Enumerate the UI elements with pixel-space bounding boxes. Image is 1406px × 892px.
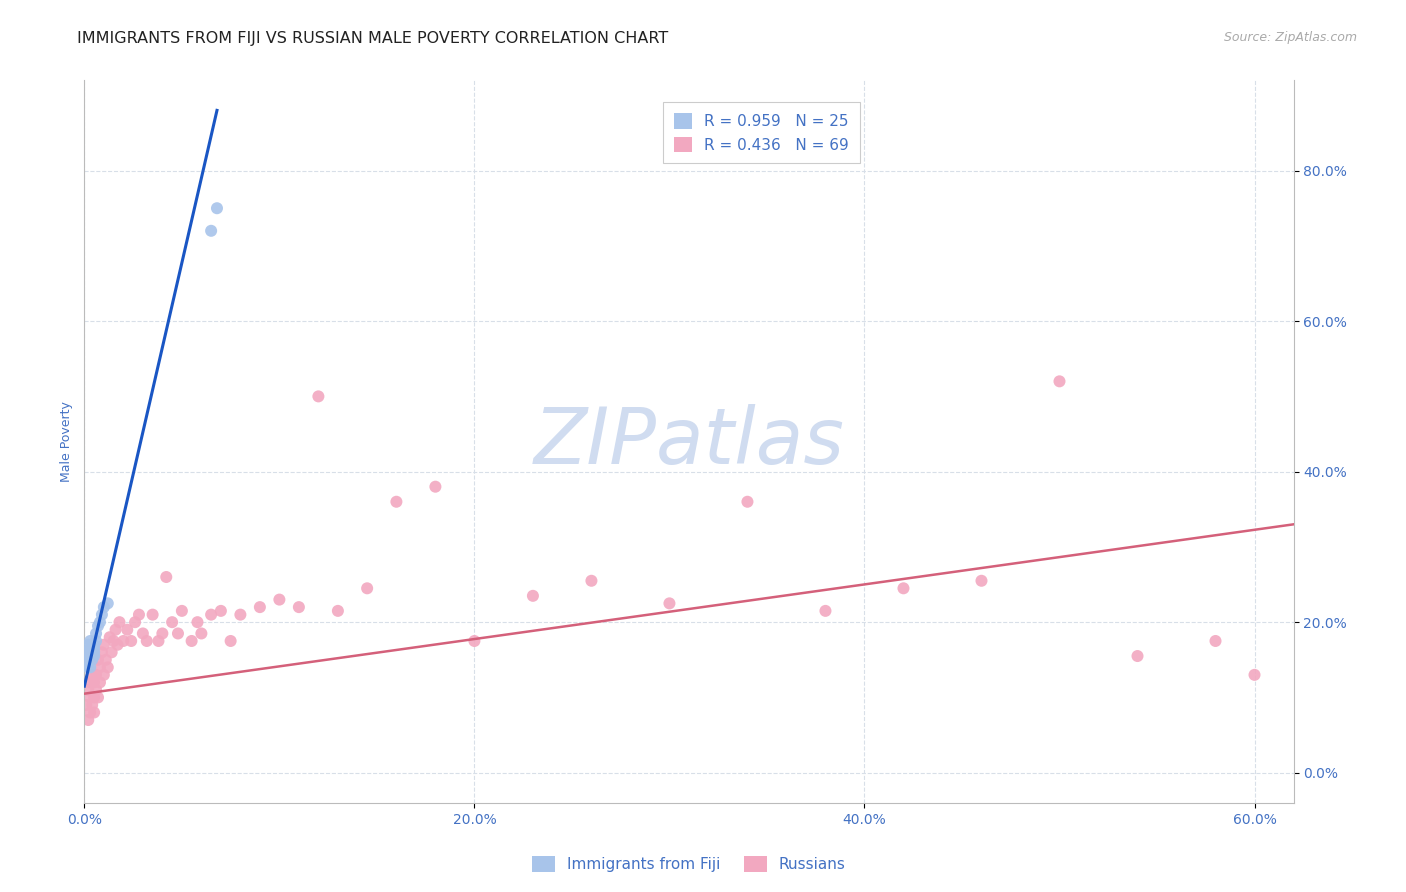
Point	[180, 634, 202, 648]
Point	[77, 682, 100, 697]
Point	[229, 607, 252, 622]
Point	[186, 615, 208, 630]
Point	[425, 480, 447, 494]
Point	[83, 706, 105, 720]
Point	[120, 634, 142, 648]
Point	[167, 626, 190, 640]
Point	[79, 690, 101, 705]
Point	[94, 653, 117, 667]
Point	[1205, 634, 1227, 648]
Point	[385, 494, 408, 508]
Point	[77, 713, 100, 727]
Point	[75, 648, 97, 663]
Point	[970, 574, 993, 588]
Point	[83, 648, 105, 663]
Point	[100, 645, 122, 659]
Point	[249, 600, 271, 615]
Point	[77, 660, 100, 674]
Point	[98, 630, 121, 644]
Point	[79, 641, 101, 656]
Point	[89, 660, 111, 674]
Point	[356, 582, 378, 596]
Point	[84, 634, 107, 648]
Point	[170, 604, 193, 618]
Point	[79, 706, 101, 720]
Point	[75, 698, 97, 712]
Point	[87, 690, 110, 705]
Point	[150, 626, 173, 640]
Point	[89, 675, 111, 690]
Point	[87, 653, 110, 667]
Point	[108, 615, 131, 630]
Point	[79, 634, 101, 648]
Text: Source: ZipAtlas.com: Source: ZipAtlas.com	[1223, 31, 1357, 45]
Point	[93, 600, 115, 615]
Point	[93, 638, 115, 652]
Y-axis label: Male Poverty: Male Poverty	[60, 401, 73, 482]
Point	[107, 638, 129, 652]
Point	[463, 634, 485, 648]
Point	[269, 592, 291, 607]
Point	[87, 619, 110, 633]
Point	[83, 645, 105, 659]
Point	[737, 494, 759, 508]
Point	[124, 615, 146, 630]
Point	[117, 623, 139, 637]
Point	[83, 675, 105, 690]
Point	[82, 641, 104, 656]
Point	[155, 570, 177, 584]
Point	[90, 607, 112, 622]
Point	[219, 634, 242, 648]
Point	[83, 641, 105, 656]
Point	[893, 582, 915, 596]
Point	[84, 668, 107, 682]
Point	[79, 675, 101, 690]
Point	[104, 623, 127, 637]
Point	[103, 634, 125, 648]
Point	[93, 668, 115, 682]
Point	[200, 224, 222, 238]
Point	[135, 634, 157, 648]
Legend: Immigrants from Fiji, Russians: Immigrants from Fiji, Russians	[526, 850, 852, 879]
Point	[522, 589, 544, 603]
Point	[75, 657, 97, 671]
Point	[97, 596, 120, 610]
Text: IMMIGRANTS FROM FIJI VS RUSSIAN MALE POVERTY CORRELATION CHART: IMMIGRANTS FROM FIJI VS RUSSIAN MALE POV…	[77, 31, 669, 46]
Point	[142, 607, 165, 622]
Point	[326, 604, 349, 618]
Point	[112, 634, 135, 648]
Point	[90, 645, 112, 659]
Point	[1049, 375, 1071, 389]
Point	[82, 653, 104, 667]
Point	[77, 638, 100, 652]
Point	[160, 615, 183, 630]
Point	[205, 201, 228, 215]
Point	[84, 682, 107, 697]
Point	[82, 668, 104, 682]
Point	[79, 660, 101, 674]
Point	[814, 604, 837, 618]
Point	[128, 607, 150, 622]
Point	[82, 698, 104, 712]
Point	[288, 600, 311, 615]
Point	[307, 389, 329, 403]
Point	[83, 638, 105, 652]
Point	[200, 607, 222, 622]
Point	[132, 626, 155, 640]
Point	[190, 626, 212, 640]
Text: ZIPatlas: ZIPatlas	[533, 403, 845, 480]
Point	[77, 645, 100, 659]
Point	[82, 648, 104, 663]
Point	[89, 615, 111, 630]
Point	[79, 648, 101, 663]
Point	[658, 596, 681, 610]
Point	[97, 660, 120, 674]
Point	[209, 604, 232, 618]
Point	[1243, 668, 1265, 682]
Point	[148, 634, 170, 648]
Point	[84, 626, 107, 640]
Point	[83, 690, 105, 705]
Point	[1126, 648, 1149, 663]
Point	[581, 574, 603, 588]
